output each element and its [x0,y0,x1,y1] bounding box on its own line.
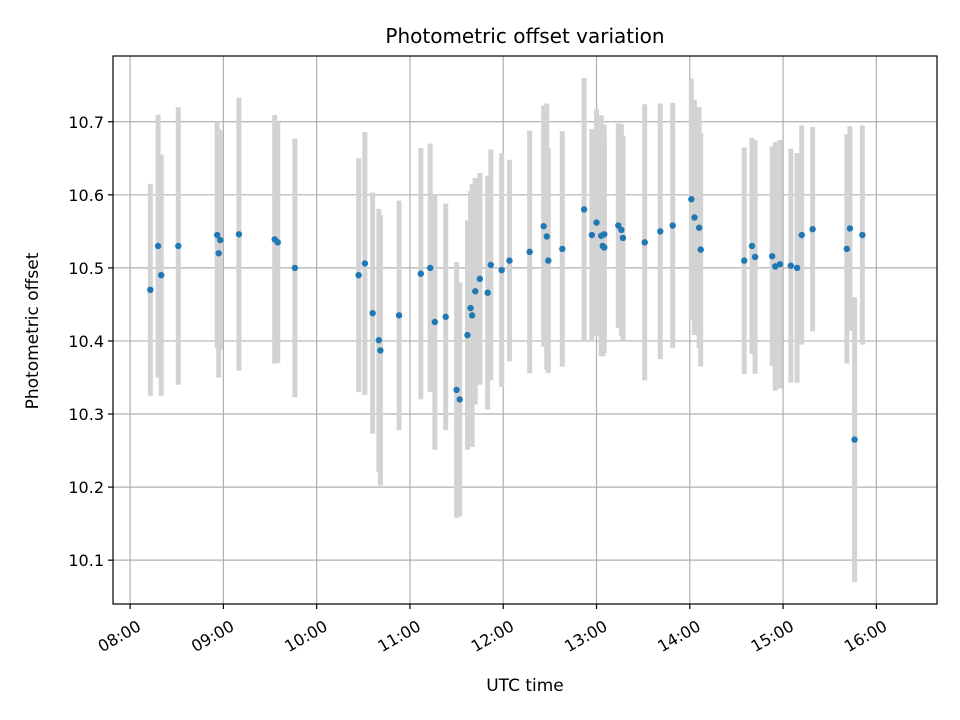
data-point [375,337,383,344]
data-point [467,304,474,312]
data-point [369,309,376,317]
data-point [506,257,513,264]
data-point [846,225,854,232]
data-point [601,244,608,251]
data-point [154,242,162,250]
data-point [426,264,434,272]
y-axis-ticks: 10.1 10.2 10.3 10.4 10.5 10.6 10.7 [68,113,113,570]
data-point [619,234,627,242]
data-point [669,222,676,229]
data-point [464,331,471,339]
data-point [377,347,384,354]
data-point [851,436,858,443]
data-point [618,226,625,234]
data-point [274,239,281,246]
data-point [175,242,182,250]
data-point [442,313,449,321]
data-point [793,264,801,272]
data-point [498,266,505,274]
data-point [526,248,533,256]
data-point [798,231,805,239]
data-point [456,396,463,403]
data-point [776,261,784,268]
data-point [697,246,704,253]
data-point [859,231,866,239]
data-point [395,312,403,319]
data-point [559,245,566,253]
data-points [147,196,866,443]
data-point [468,312,476,319]
data-point [751,253,759,261]
data-point [769,253,776,260]
y-tick-label: 10.7 [68,113,104,132]
grid [113,56,937,604]
chart-title: Photometric offset variation [385,24,664,48]
data-point [472,288,479,295]
x-axis-label: UTC time [486,676,564,696]
y-tick-label: 10.5 [68,259,104,278]
data-point [235,231,243,238]
y-tick-label: 10.4 [68,332,104,351]
y-axis-label: Photometric offset [23,252,43,409]
data-point [217,236,224,244]
data-point [540,223,547,230]
data-point [809,225,816,233]
data-point [361,260,369,267]
data-point [545,257,552,264]
data-point [688,196,695,203]
data-point [601,231,608,238]
data-point [843,245,851,253]
data-point [147,286,154,294]
data-point [580,206,588,213]
data-point [431,318,439,326]
data-point [748,242,756,250]
data-point [695,224,703,231]
data-point [593,219,600,226]
y-tick-label: 10.3 [68,405,104,424]
data-point [588,231,596,239]
data-point [213,231,221,239]
data-point [215,250,222,257]
data-point [787,262,795,269]
data-point [487,261,494,269]
data-point [657,228,664,235]
data-point [691,214,698,221]
data-point [291,264,299,272]
y-tick-label: 10.2 [68,478,104,497]
data-point [484,289,491,296]
data-point [543,233,550,240]
data-point [453,386,460,394]
y-tick-label: 10.1 [68,551,104,570]
data-point [641,239,648,246]
data-point [157,272,165,279]
data-point [476,275,484,283]
data-point [355,272,362,279]
plot-area-frame [112,55,938,605]
data-point [417,270,425,277]
data-point [741,257,748,264]
y-tick-label: 10.6 [68,186,104,205]
